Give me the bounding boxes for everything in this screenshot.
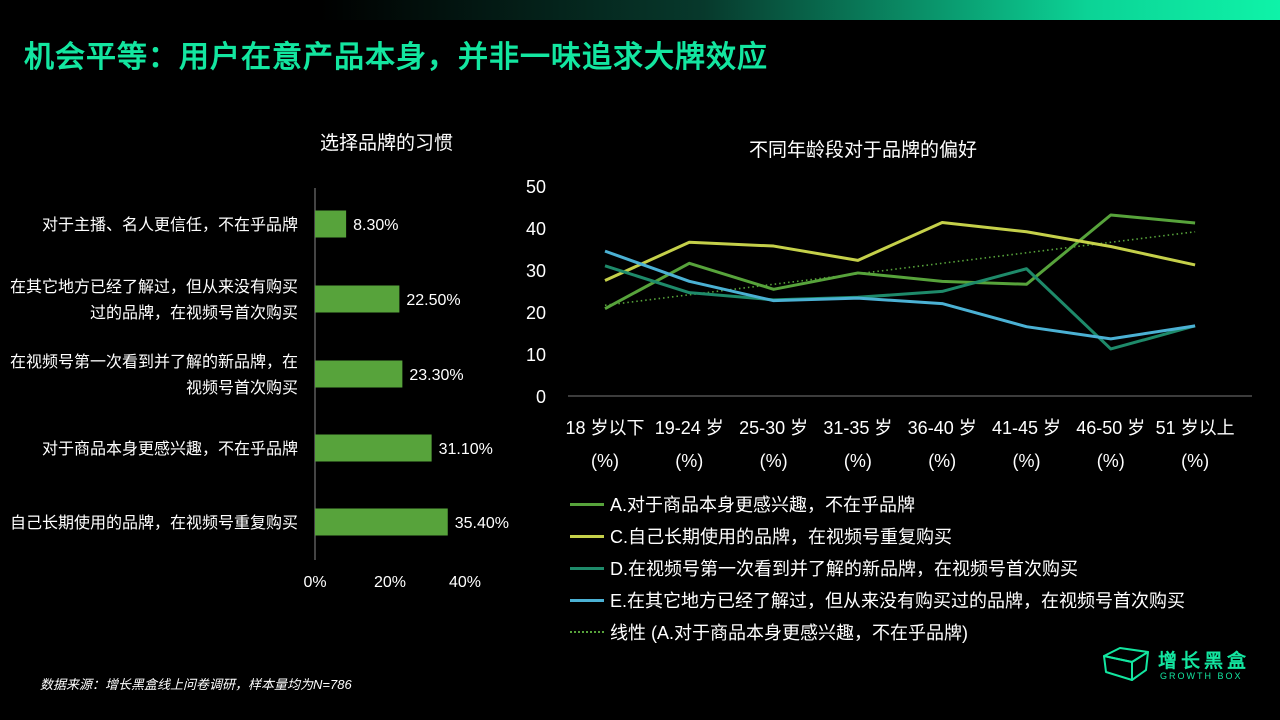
line-x-tick: 31-35 岁 bbox=[823, 418, 892, 438]
line-x-tick: 18 岁以下 bbox=[565, 418, 644, 438]
brand-logo: 增长黑盒 GROWTH BOX bbox=[1100, 644, 1250, 684]
line-x-tick: (%) bbox=[1013, 451, 1041, 471]
bar-2 bbox=[315, 360, 403, 388]
bar-value-label: 22.50% bbox=[406, 292, 460, 309]
legend-item: E.在其它地方已经了解过，但从来没有购买过的品牌，在视频号首次购买 bbox=[570, 584, 1185, 616]
legend-swatch bbox=[570, 566, 604, 570]
line-x-tick: 36-40 岁 bbox=[908, 418, 977, 438]
line-y-tick: 30 bbox=[526, 261, 546, 281]
line-y-tick: 0 bbox=[536, 387, 546, 407]
data-source-note: 数据来源：增长黑盒线上问卷调研，样本量均为N=786 bbox=[40, 677, 352, 692]
bar-x-tick: 0% bbox=[303, 574, 326, 591]
bar-category-label: 在视频号第一次看到并了解的新品牌，在 bbox=[10, 353, 298, 371]
line-x-tick: (%) bbox=[928, 451, 956, 471]
top-gradient-bar bbox=[0, 0, 1280, 20]
legend-label: D.在视频号第一次看到并了解的新品牌，在视频号首次购买 bbox=[610, 559, 1078, 579]
line-chart-title: 不同年龄段对于品牌的偏好 bbox=[749, 140, 978, 161]
bar-category-label: 自己长期使用的品牌，在视频号重复购买 bbox=[10, 514, 298, 532]
bar-value-label: 35.40% bbox=[455, 515, 509, 532]
line-x-tick: 41-45 岁 bbox=[992, 418, 1061, 438]
legend-label: 线性 (A.对于商品本身更感兴趣，不在乎品牌) bbox=[610, 623, 968, 643]
bar-0 bbox=[315, 210, 347, 238]
series-line-3 bbox=[604, 249, 1196, 341]
bar-category-label: 对于商品本身更感兴趣，不在乎品牌 bbox=[42, 440, 298, 458]
line-x-tick: (%) bbox=[675, 451, 703, 471]
bar-category-label: 对于主播、名人更信任，不在乎品牌 bbox=[42, 216, 298, 234]
line-chart-legend: A.对于商品本身更感兴趣，不在乎品牌 C.自己长期使用的品牌，在视频号重复购买 D.… bbox=[570, 488, 1185, 648]
line-x-tick: (%) bbox=[760, 451, 788, 471]
bar-4 bbox=[315, 508, 448, 536]
bar-x-tick: 20% bbox=[374, 574, 406, 591]
bar-chart-title: 选择品牌的习惯 bbox=[320, 133, 454, 154]
line-x-tick: (%) bbox=[1097, 451, 1125, 471]
legend-item: C.自己长期使用的品牌，在视频号重复购买 bbox=[570, 520, 1185, 552]
line-x-tick: (%) bbox=[844, 451, 872, 471]
brand-name: 增长黑盒 bbox=[1158, 651, 1251, 672]
bar-1 bbox=[315, 285, 400, 313]
bar-chart: 8.30% 对于主播、名人更信任，不在乎品牌 22.50% 在其它地方已经了解过，但从… bbox=[10, 188, 509, 591]
line-x-tick: 51 岁以上 bbox=[1156, 418, 1235, 438]
legend-swatch bbox=[570, 598, 604, 602]
cube-outline-icon bbox=[1103, 647, 1149, 681]
bar-value-label: 23.30% bbox=[409, 367, 463, 384]
legend-item: D.在视频号第一次看到并了解的新品牌，在视频号首次购买 bbox=[570, 552, 1185, 584]
legend-label: E.在其它地方已经了解过，但从来没有购买过的品牌，在视频号首次购买 bbox=[610, 591, 1186, 611]
bar-category-label: 在其它地方已经了解过，但从来没有购买 bbox=[10, 278, 298, 296]
line-y-tick: 20 bbox=[526, 303, 546, 323]
legend-swatch bbox=[570, 534, 604, 538]
line-chart: 50 40 30 20 10 0 18 岁以下 (%) 19-24 岁 (%) 25-30 岁 (%)… bbox=[526, 177, 1252, 471]
series-line-1 bbox=[604, 221, 1196, 282]
line-x-tick: (%) bbox=[1181, 451, 1209, 471]
line-x-tick: 19-24 岁 bbox=[655, 418, 724, 438]
line-y-tick: 50 bbox=[526, 177, 546, 197]
legend-label: A.对于商品本身更感兴趣，不在乎品牌 bbox=[610, 495, 916, 515]
legend-label: C.自己长期使用的品牌，在视频号重复购买 bbox=[610, 527, 952, 547]
legend-item: 线性 (A.对于商品本身更感兴趣，不在乎品牌) bbox=[570, 616, 1185, 648]
line-x-tick: 46-50 岁 bbox=[1076, 418, 1145, 438]
bar-value-label: 8.30% bbox=[353, 217, 398, 234]
legend-swatch bbox=[570, 502, 604, 506]
bar-3 bbox=[315, 434, 432, 462]
bar-category-label: 过的品牌，在视频号首次购买 bbox=[90, 304, 298, 322]
brand-name-en: GROWTH BOX bbox=[1160, 671, 1243, 681]
line-x-tick: 25-30 岁 bbox=[739, 418, 808, 438]
series-line-0 bbox=[604, 213, 1196, 310]
bar-x-tick: 40% bbox=[449, 574, 481, 591]
line-x-tick: (%) bbox=[591, 451, 619, 471]
bar-value-label: 31.10% bbox=[439, 441, 493, 458]
line-y-tick: 10 bbox=[526, 345, 546, 365]
line-y-tick: 40 bbox=[526, 219, 546, 239]
legend-item: A.对于商品本身更感兴趣，不在乎品牌 bbox=[570, 488, 1185, 520]
legend-swatch bbox=[570, 631, 604, 633]
page-title: 机会平等：用户在意产品本身，并非一味追求大牌效应 bbox=[24, 41, 768, 74]
bar-category-label: 视频号首次购买 bbox=[186, 379, 298, 397]
